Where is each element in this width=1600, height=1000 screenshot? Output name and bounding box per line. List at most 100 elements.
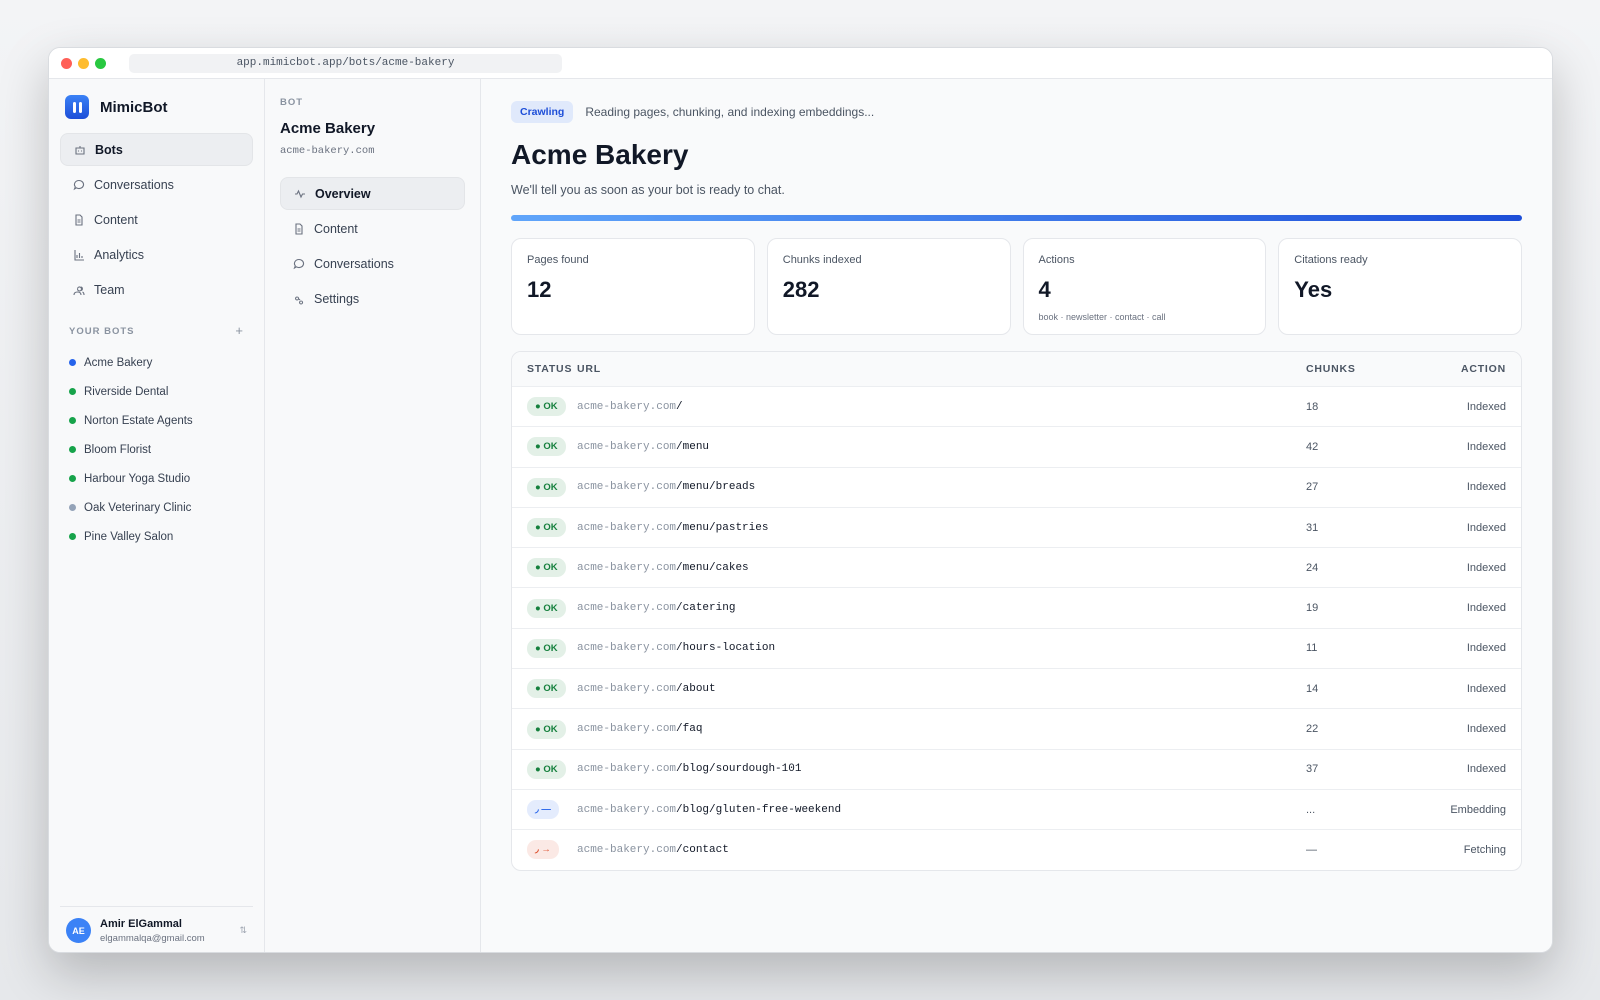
panel-nav-item[interactable]: Content: [280, 212, 465, 245]
table-row[interactable]: ◞ → acme-bakery.com/contact — Fetching: [512, 829, 1521, 869]
url-cell: acme-bakery.com/faq: [577, 723, 1306, 735]
close-button[interactable]: [61, 58, 72, 69]
bot-name: Harbour Yoga Studio: [84, 472, 191, 485]
action-cell: Indexed: [1466, 561, 1506, 574]
bot-name: Pine Valley Salon: [84, 530, 174, 543]
url-path: /menu/breads: [676, 481, 756, 494]
bot-item[interactable]: Norton Estate Agents: [60, 406, 253, 435]
table-row[interactable]: ● OK acme-bakery.com/blog/sourdough-101 37…: [512, 748, 1521, 789]
column-header: URL: [577, 363, 601, 375]
icon: [295, 295, 304, 305]
logo-bar: [78, 101, 82, 113]
icon-shape: [75, 145, 85, 155]
chunks-cell: 11: [1306, 642, 1318, 655]
bots-heading: YOUR BOTS +: [69, 323, 244, 338]
user-menu[interactable]: AE Amir ElGammal elgammalqa@gmail.com ⇅: [60, 906, 253, 952]
crawl-status: Crawling Reading pages, chunking, and ind…: [511, 101, 1522, 123]
panel-nav-item[interactable]: Overview: [280, 177, 465, 210]
nav-item[interactable]: Content: [60, 203, 253, 236]
url-cell: acme-bakery.com/menu/pastries: [577, 522, 1306, 534]
url-host: acme-bakery.com: [577, 843, 677, 856]
status-cell: ● OK: [527, 397, 577, 417]
url-path: /catering: [676, 602, 736, 615]
table-row[interactable]: ● OK acme-bakery.com/menu/breads 27 Indexed: [512, 466, 1521, 507]
address-bar[interactable]: app.mimicbot.app/bots/acme-bakery: [129, 54, 562, 73]
action-cell: Indexed: [1466, 521, 1506, 534]
nav-item[interactable]: Team: [60, 273, 253, 306]
bot-name: Riverside Dental: [84, 385, 169, 398]
stat-card: Pages found 12: [511, 238, 755, 335]
status-dot: [69, 417, 76, 424]
add-bot-button[interactable]: +: [235, 323, 244, 338]
status-dot: [69, 504, 76, 511]
url-cell: acme-bakery.com/blog/gluten-free-weekend: [577, 804, 1306, 816]
nav-label: Overview: [315, 186, 371, 201]
status-cell: ● OK: [527, 598, 577, 618]
table-row[interactable]: ● OK acme-bakery.com/menu/cakes 24 Indexed: [512, 547, 1521, 587]
status-pill: ● OK: [527, 679, 566, 699]
bot-item[interactable]: Riverside Dental: [60, 377, 253, 406]
status-badge: Crawling: [511, 101, 574, 123]
table-row[interactable]: ● OK acme-bakery.com/18 Indexed: [512, 386, 1521, 426]
icon-shape: [73, 285, 85, 295]
table-row[interactable]: ● OK acme-bakery.com/about 14 Indexed: [512, 668, 1521, 708]
stat-card: Chunks indexed 282: [766, 238, 1011, 335]
table-row[interactable]: ● OK acme-bakery.com/faq 22 Indexed: [512, 708, 1521, 748]
action-cell: Indexed: [1466, 481, 1506, 494]
action-cell: Indexed: [1466, 440, 1506, 453]
bot-name: Acme Bakery: [84, 356, 153, 369]
nav-item[interactable]: Bots: [60, 133, 253, 166]
bot-item[interactable]: Pine Valley Salon: [60, 522, 253, 551]
table-row[interactable]: ● OK acme-bakery.com/menu 42 Indexed: [512, 426, 1521, 466]
icon-shape: [75, 213, 83, 226]
bot-item[interactable]: Harbour Yoga Studio: [60, 464, 253, 493]
status-dot: [69, 475, 76, 482]
column-header: ACTION: [1460, 363, 1506, 375]
status-pill: ● OK: [527, 437, 566, 457]
status-dot: [69, 533, 76, 540]
main-nav: Bots Conversations Content Analytics Team: [60, 133, 253, 306]
user-email: elgammalqa@gmail.com: [100, 932, 205, 944]
page-title: Acme Bakery: [511, 139, 689, 170]
nav-item[interactable]: Analytics: [60, 238, 253, 271]
action-cell: Indexed: [1466, 400, 1506, 413]
status-dot: [69, 359, 76, 366]
status-pill: ● OK: [527, 598, 566, 618]
minimize-button[interactable]: [78, 58, 89, 69]
bot-item[interactable]: Acme Bakery: [60, 348, 253, 377]
icon: [293, 258, 305, 269]
table-row[interactable]: ● OK acme-bakery.com/hours-location 11 Inde…: [512, 627, 1521, 668]
panel-nav-item[interactable]: Conversations: [280, 247, 465, 280]
url-host: acme-bakery.com: [577, 642, 677, 655]
icon-shape: [295, 222, 303, 235]
url-cell: acme-bakery.com/menu/cakes: [577, 562, 1306, 574]
url-host: acme-bakery.com: [577, 602, 677, 615]
panel-nav-item[interactable]: Settings: [280, 282, 465, 315]
bot-name: Norton Estate Agents: [84, 414, 193, 427]
action-cell: Indexed: [1466, 763, 1506, 776]
icon: [73, 285, 85, 295]
status-cell: ● OK: [527, 719, 577, 739]
icon: [75, 213, 83, 226]
url-host: acme-bakery.com: [577, 723, 677, 736]
bot-list: Acme Bakery Riverside Dental Norton Estate…: [60, 348, 253, 551]
status-text: Reading pages, chunking, and indexing em…: [585, 105, 875, 119]
table-row[interactable]: ● OK acme-bakery.com/menu/pastries 31 Index…: [512, 506, 1521, 547]
status-cell: ● OK: [527, 759, 577, 779]
logo-bar: [72, 101, 76, 113]
url-cell: acme-bakery.com/menu: [577, 441, 1306, 453]
url-cell: acme-bakery.com/menu/breads: [577, 481, 1306, 493]
zoom-button[interactable]: [95, 58, 106, 69]
status-cell: ● OK: [527, 437, 577, 457]
table-row[interactable]: ● OK acme-bakery.com/catering 19 Indexed: [512, 587, 1521, 627]
nav-item[interactable]: Conversations: [60, 168, 253, 201]
bot-item[interactable]: Bloom Florist: [60, 435, 253, 464]
table-row[interactable]: ◞ — acme-bakery.com/blog/gluten-free-week…: [512, 788, 1521, 829]
url-path: /blog/gluten-free-weekend: [676, 803, 842, 816]
url-path: /about: [676, 682, 716, 695]
action-cell: Indexed: [1466, 723, 1506, 736]
chunks-cell: 27: [1306, 481, 1319, 494]
action-cell: Fetching: [1463, 843, 1506, 856]
url-path: /menu: [676, 440, 710, 453]
bot-item[interactable]: Oak Veterinary Clinic: [60, 493, 253, 522]
